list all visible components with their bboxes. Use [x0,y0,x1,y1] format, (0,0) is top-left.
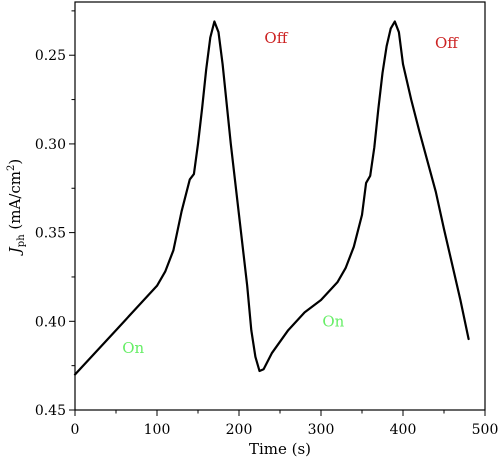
y-axis-ticks: 0.25 0.30 0.35 0.40 0.45 [35,10,75,419]
y-axis-unit: (mA/cm [6,171,24,234]
x-tick-label: 0 [71,422,80,438]
y-axis-unit-sup: 2 [6,165,17,171]
y-axis-title: Jph (mA/cm2) [6,159,27,256]
x-axis-ticks: 0 100 200 300 400 500 [71,410,499,438]
x-axis-title: Time (s) [249,440,311,458]
annotation-on: On [322,313,344,331]
annotation-off: Off [264,29,288,47]
y-tick-label: 0.45 [35,403,66,419]
y-axis-subscript: ph [16,234,27,247]
y-tick-label: 0.35 [35,226,66,242]
series-line [73,20,470,376]
series-group [73,20,470,376]
y-tick-label: 0.30 [35,137,66,153]
x-tick-label: 500 [472,422,499,438]
x-tick-label: 200 [226,422,253,438]
y-axis-unit-close: ) [6,159,24,165]
y-tick-label: 0.25 [35,48,66,64]
y-tick-label: 0.40 [35,314,66,330]
x-tick-label: 100 [144,422,171,438]
annotations-group: Off Off On On [122,29,459,357]
y-axis-symbol: J [6,246,24,256]
x-tick-label: 300 [308,422,335,438]
x-tick-label: 400 [390,422,417,438]
annotation-off: Off [435,34,459,52]
annotation-on: On [122,339,144,357]
